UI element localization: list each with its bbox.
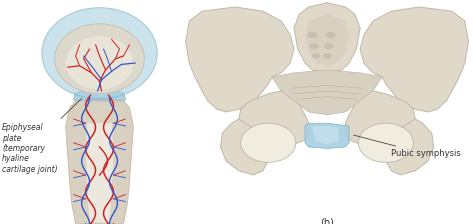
Ellipse shape xyxy=(308,32,317,38)
Ellipse shape xyxy=(66,36,133,90)
Polygon shape xyxy=(186,7,294,112)
Polygon shape xyxy=(66,101,133,224)
Polygon shape xyxy=(73,92,126,100)
Polygon shape xyxy=(305,123,349,148)
Ellipse shape xyxy=(42,8,157,99)
Polygon shape xyxy=(360,7,468,112)
Ellipse shape xyxy=(323,54,331,58)
Ellipse shape xyxy=(310,44,319,49)
Ellipse shape xyxy=(326,32,335,38)
Ellipse shape xyxy=(312,54,319,58)
Ellipse shape xyxy=(55,24,145,94)
Polygon shape xyxy=(86,105,113,223)
Ellipse shape xyxy=(325,44,333,49)
Polygon shape xyxy=(382,119,434,175)
Polygon shape xyxy=(239,91,309,150)
Ellipse shape xyxy=(241,123,296,162)
Polygon shape xyxy=(305,14,349,66)
Polygon shape xyxy=(346,91,415,150)
Polygon shape xyxy=(78,103,121,123)
Polygon shape xyxy=(272,70,382,115)
Text: (b): (b) xyxy=(320,217,334,224)
Polygon shape xyxy=(220,119,272,175)
Ellipse shape xyxy=(358,123,413,162)
Text: Epiphyseal
plate
(temporary
hyaline
cartilage joint): Epiphyseal plate (temporary hyaline cart… xyxy=(2,99,82,174)
Polygon shape xyxy=(294,3,360,73)
Text: Pubic symphysis: Pubic symphysis xyxy=(354,135,461,159)
Polygon shape xyxy=(312,126,338,144)
